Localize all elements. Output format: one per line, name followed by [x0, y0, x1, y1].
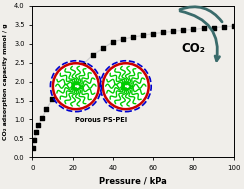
Point — [34, 130, 38, 133]
Point — [192, 28, 195, 31]
Point — [81, 63, 85, 66]
Point — [202, 27, 205, 30]
Point — [36, 124, 40, 127]
Point — [62, 84, 66, 87]
X-axis label: Pressure / kPa: Pressure / kPa — [99, 177, 167, 186]
Point — [41, 116, 44, 119]
Point — [121, 38, 125, 41]
Text: CO₂: CO₂ — [182, 42, 205, 55]
Point — [91, 54, 95, 57]
Point — [71, 76, 74, 79]
Point — [111, 40, 115, 43]
Point — [212, 26, 216, 29]
Point — [51, 97, 54, 100]
Point — [44, 108, 48, 111]
Point — [31, 146, 35, 149]
Point — [161, 31, 165, 34]
Point — [222, 25, 226, 28]
Point — [171, 30, 175, 33]
Point — [57, 90, 61, 93]
Point — [141, 34, 145, 37]
Point — [182, 29, 185, 32]
Point — [151, 32, 155, 35]
Point — [131, 36, 135, 39]
Point — [101, 47, 105, 50]
Point — [232, 25, 236, 28]
Y-axis label: CO₂ adsorption capacity mmol / g: CO₂ adsorption capacity mmol / g — [3, 23, 9, 140]
Point — [32, 139, 36, 142]
